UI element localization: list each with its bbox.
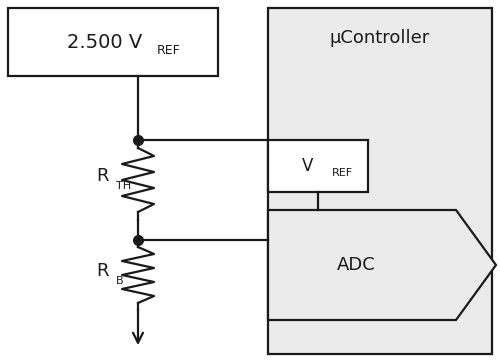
Text: μController: μController (330, 29, 430, 47)
Text: R: R (96, 167, 108, 185)
FancyBboxPatch shape (268, 140, 368, 192)
Text: R: R (96, 262, 108, 280)
Text: TH: TH (116, 181, 131, 191)
FancyBboxPatch shape (8, 8, 218, 76)
Text: V: V (302, 157, 314, 175)
Text: REF: REF (332, 168, 353, 178)
FancyBboxPatch shape (268, 8, 492, 354)
Text: REF: REF (157, 43, 181, 56)
Text: 2.500 V: 2.500 V (68, 33, 142, 51)
Text: ADC: ADC (337, 256, 376, 274)
Text: B: B (116, 276, 124, 286)
Polygon shape (268, 210, 496, 320)
